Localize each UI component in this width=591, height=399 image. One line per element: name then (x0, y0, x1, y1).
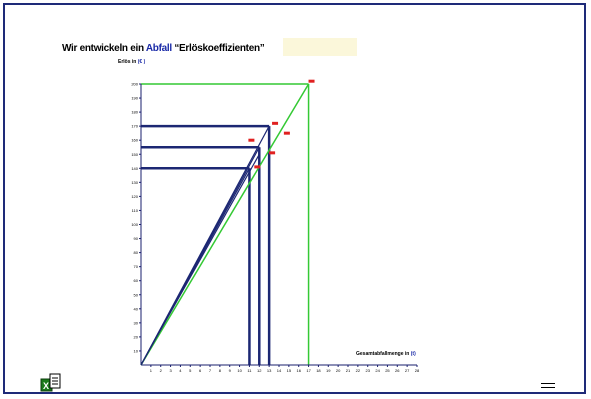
x-tick-label: 10 (237, 368, 242, 373)
x-axis-unit: (t) (410, 351, 416, 357)
excel-file-icon[interactable]: X (40, 372, 62, 392)
x-tick-label: 9 (229, 368, 232, 373)
y-tick-label: 160 (131, 138, 138, 143)
y-axis-caption: Erlös in (€ ) (118, 59, 145, 65)
title-part2: “Erlöskoeffizienten” (171, 43, 265, 54)
x-tick-label: 7 (209, 368, 212, 373)
x-tick-label: 5 (189, 368, 192, 373)
y-tick-label: 20 (134, 334, 139, 339)
x-tick-label: 13 (267, 368, 272, 373)
y-tick-label: 30 (134, 320, 139, 325)
y-tick-label: 170 (131, 124, 138, 129)
title-accent: Abfall (145, 43, 172, 54)
x-tick-label: 28 (415, 368, 420, 373)
x-tick-label: 1 (150, 368, 153, 373)
x-tick-label: 8 (219, 368, 222, 373)
x-tick-label: 22 (356, 368, 361, 373)
x-tick-label: 19 (326, 368, 331, 373)
data-marker (283, 131, 290, 135)
svg-text:X: X (43, 381, 49, 391)
x-tick-label: 21 (346, 368, 351, 373)
y-tick-label: 150 (131, 152, 138, 157)
x-tick-label: 11 (247, 368, 252, 373)
y-tick-label: 200 (131, 82, 138, 87)
y-tick-label: 40 (134, 306, 139, 311)
x-tick-label: 4 (179, 368, 182, 373)
x-tick-label: 17 (306, 368, 311, 373)
x-tick-label: 12 (257, 368, 262, 373)
menu-icon[interactable] (541, 383, 555, 391)
x-tick-label: 3 (169, 368, 172, 373)
y-axis-caption-text: Erlös in (118, 59, 137, 65)
y-tick-label: 80 (134, 250, 139, 255)
title-part1: Wir entwickeln ein (62, 43, 146, 54)
x-tick-label: 16 (296, 368, 301, 373)
data-marker (308, 79, 315, 83)
y-tick-label: 90 (134, 236, 139, 241)
y-tick-label: 60 (134, 278, 139, 283)
title-highlight (283, 38, 357, 56)
x-tick-label: 25 (385, 368, 390, 373)
x-axis-caption: Gesamtabfallmenge in (t) (356, 351, 416, 357)
x-axis-caption-text: Gesamtabfallmenge in (356, 351, 410, 357)
x-tick-label: 18 (316, 368, 321, 373)
x-tick-label: 20 (336, 368, 341, 373)
y-tick-label: 50 (134, 292, 139, 297)
x-tick-label: 2 (160, 368, 163, 373)
x-tick-label: 14 (277, 368, 282, 373)
x-tick-label: 6 (199, 368, 202, 373)
series-line (140, 154, 260, 366)
x-tick-label: 27 (405, 368, 410, 373)
x-tick-label: 24 (375, 368, 380, 373)
y-tick-label: 110 (132, 208, 139, 213)
series-line (140, 83, 310, 366)
y-tick-label: 130 (131, 180, 138, 185)
data-marker (272, 121, 279, 125)
x-tick-label: 26 (395, 368, 400, 373)
y-tick-label: 120 (131, 194, 138, 199)
y-tick-label: 10 (134, 348, 139, 353)
y-axis-unit: (€ ) (137, 59, 146, 65)
data-marker (269, 151, 276, 155)
x-tick-label: 23 (365, 368, 370, 373)
slide-title: Wir entwickeln ein Abfall “Erlöskoeffizi… (62, 38, 357, 56)
y-tick-label: 140 (131, 166, 138, 171)
data-marker (254, 165, 261, 169)
slide (3, 3, 586, 394)
data-marker (248, 138, 255, 142)
x-tick-label: 15 (287, 368, 292, 373)
y-tick-label: 100 (131, 222, 138, 227)
y-tick-label: 70 (134, 264, 139, 269)
y-tick-label: 180 (131, 110, 138, 115)
title-text: Wir entwickeln ein Abfall “Erlöskoeffizi… (62, 43, 265, 54)
y-tick-label: 190 (131, 96, 138, 101)
